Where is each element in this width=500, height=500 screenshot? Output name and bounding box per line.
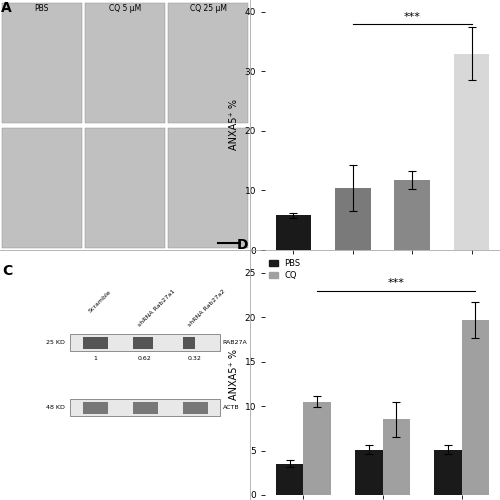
Bar (394, 180, 430, 250)
Bar (382, 420, 410, 495)
Legend: PBS, CQ: PBS, CQ (269, 259, 300, 280)
Text: 1: 1 (93, 356, 97, 361)
Text: RAB27A: RAB27A (222, 340, 247, 345)
FancyBboxPatch shape (168, 2, 248, 122)
Text: C: C (2, 264, 13, 278)
FancyBboxPatch shape (2, 128, 82, 248)
FancyBboxPatch shape (82, 402, 108, 413)
FancyBboxPatch shape (168, 128, 248, 248)
Text: D: D (237, 238, 248, 252)
FancyBboxPatch shape (132, 402, 158, 413)
Text: 0.32: 0.32 (188, 356, 202, 361)
Y-axis label: ANXA5⁺ %: ANXA5⁺ % (229, 100, 239, 150)
FancyBboxPatch shape (82, 337, 108, 349)
FancyBboxPatch shape (182, 337, 195, 349)
Bar (434, 450, 462, 495)
Text: Scramble: Scramble (88, 289, 112, 314)
FancyBboxPatch shape (70, 399, 220, 416)
Text: A: A (1, 1, 11, 15)
Text: shRNA Rab27a1: shRNA Rab27a1 (138, 289, 176, 328)
Y-axis label: ANXA5⁺ %: ANXA5⁺ % (229, 350, 239, 401)
Bar (462, 320, 489, 495)
Bar (276, 464, 303, 495)
Text: ACTB: ACTB (222, 405, 239, 410)
Text: 0.62: 0.62 (138, 356, 152, 361)
FancyBboxPatch shape (85, 128, 165, 248)
Text: 48 KD: 48 KD (46, 405, 65, 410)
FancyBboxPatch shape (132, 337, 152, 349)
Text: PBS: PBS (34, 4, 49, 13)
Text: CQ 25 μM: CQ 25 μM (190, 4, 227, 13)
Text: ***: *** (404, 12, 420, 22)
FancyBboxPatch shape (2, 2, 82, 122)
Bar (304, 402, 331, 495)
Bar (355, 450, 382, 495)
FancyBboxPatch shape (70, 334, 220, 351)
Text: CQ 5 μM: CQ 5 μM (109, 4, 141, 13)
Text: shRNA Rab27a2: shRNA Rab27a2 (188, 289, 226, 328)
Bar (454, 54, 490, 250)
Text: 25 KD: 25 KD (46, 340, 65, 345)
Text: ***: *** (388, 278, 405, 288)
FancyBboxPatch shape (85, 2, 165, 122)
FancyBboxPatch shape (182, 402, 208, 413)
Bar (335, 188, 370, 250)
Bar (276, 216, 312, 250)
